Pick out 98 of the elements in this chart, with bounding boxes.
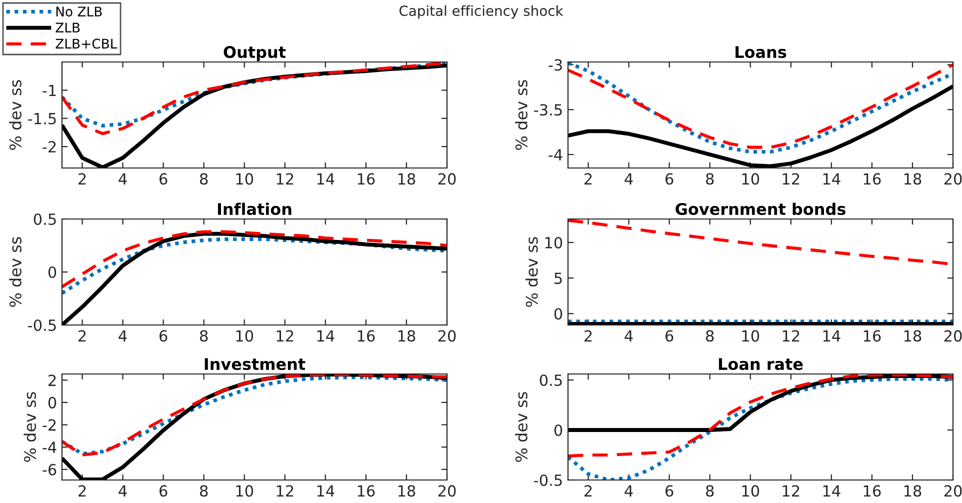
x-tick-label: 16 <box>358 485 375 497</box>
x-tick-label: 18 <box>904 173 922 185</box>
x-tick-label: 14 <box>823 330 840 342</box>
y-axis-title: % dev ss <box>9 237 22 307</box>
x-tick-label: 8 <box>200 173 208 185</box>
y-axis-title: % dev ss <box>24 392 36 462</box>
chart-title: Government bonds <box>676 202 846 216</box>
x-tick-label: 16 <box>358 330 375 342</box>
y-tick-label: 0 <box>48 396 56 408</box>
x-tick-label: 18 <box>398 330 416 342</box>
y-tick-label: -4 <box>548 149 562 160</box>
x-tick-label: 6 <box>160 173 168 185</box>
y-tick-label: -2 <box>42 141 56 152</box>
x-tick-label: 12 <box>276 485 294 496</box>
chart-title: Output <box>224 46 286 62</box>
line-series <box>62 230 447 288</box>
x-tick-label: 2 <box>78 173 86 184</box>
x-tick-label: 10 <box>742 173 760 185</box>
x-tick-label: 4 <box>118 485 127 496</box>
y-tick-label: 5 <box>554 272 562 284</box>
y-tick-label: -0.5 <box>28 319 56 332</box>
x-tick-label: 18 <box>904 485 922 497</box>
y-axis-title: % dev ss <box>9 80 22 150</box>
x-tick-label: 18 <box>904 330 922 342</box>
x-tick-label: 6 <box>666 485 674 497</box>
y-tick-label: -1 <box>42 84 56 96</box>
x-tick-label: 2 <box>584 330 592 342</box>
y-tick-label: -3.5 <box>534 104 562 116</box>
y-axis-title: % dev ss <box>515 392 528 462</box>
legend-label: ZLB <box>56 22 80 32</box>
x-tick-label: 8 <box>200 330 208 342</box>
chart-title: Loan rate <box>718 358 803 370</box>
x-tick-label: 8 <box>706 485 714 497</box>
x-tick-label: 12 <box>276 330 294 342</box>
x-tick-label: 14 <box>823 173 840 184</box>
y-tick-label: -0.5 <box>534 474 562 486</box>
y-tick-label: 0 <box>48 266 56 278</box>
y-tick-label: -3 <box>548 59 562 71</box>
x-tick-label: 14 <box>317 330 334 342</box>
x-tick-label: 16 <box>864 173 881 185</box>
x-tick-label: 10 <box>742 485 760 497</box>
y-tick-label: -6 <box>42 464 56 476</box>
y-tick-label: 0.5 <box>540 374 562 386</box>
x-tick-label: 4 <box>624 485 633 496</box>
y-tick-label: -2 <box>42 419 56 431</box>
legend-label: ZLB+CBL <box>56 38 118 49</box>
x-tick-label: 20 <box>438 330 456 342</box>
x-tick-label: 12 <box>782 485 800 496</box>
chart-title: Inflation <box>218 202 292 216</box>
x-tick-label: 2 <box>78 485 86 496</box>
x-tick-label: 20 <box>944 330 962 342</box>
x-tick-label: 4 <box>118 330 127 342</box>
x-tick-label: 20 <box>438 173 456 185</box>
chart-title: Investment <box>204 358 306 370</box>
x-tick-label: 20 <box>944 485 962 497</box>
x-tick-label: 12 <box>782 173 800 184</box>
x-tick-label: 6 <box>160 330 168 342</box>
y-axis-title: % dev ss <box>525 237 538 307</box>
y-tick-label: 0.5 <box>34 213 56 226</box>
x-tick-label: 14 <box>823 485 840 496</box>
y-tick-label: 0 <box>554 308 562 320</box>
x-tick-label: 16 <box>864 330 881 342</box>
chart-title: Loans <box>736 46 786 58</box>
x-tick-label: 4 <box>118 173 127 184</box>
y-tick-label: -1.5 <box>28 113 56 124</box>
x-tick-label: 8 <box>706 173 714 185</box>
x-tick-label: 10 <box>742 330 760 342</box>
y-tick-label: -4 <box>42 442 56 453</box>
y-axis-title: % dev ss <box>515 80 528 150</box>
x-tick-label: 4 <box>624 330 633 342</box>
y-tick-label: 2 <box>48 374 56 386</box>
x-tick-label: 10 <box>236 173 254 185</box>
x-tick-label: 18 <box>398 173 416 185</box>
x-tick-label: 6 <box>666 330 674 342</box>
x-tick-label: 10 <box>236 330 254 342</box>
x-tick-label: 8 <box>706 330 714 342</box>
text: Capital efficiency shock <box>399 5 564 19</box>
x-tick-label: 12 <box>782 330 800 342</box>
x-tick-label: 16 <box>358 173 375 185</box>
x-tick-label: 2 <box>584 173 592 184</box>
x-tick-label: 10 <box>236 485 254 497</box>
x-tick-label: 12 <box>276 173 294 184</box>
x-tick-label: 8 <box>200 485 208 497</box>
line-series <box>62 237 447 296</box>
x-tick-label: 4 <box>624 173 633 184</box>
x-tick-label: 20 <box>944 173 962 185</box>
legend-label: No ZLB <box>56 6 102 17</box>
x-tick-label: 14 <box>317 173 334 184</box>
x-tick-label: 14 <box>317 485 334 496</box>
x-tick-label: 6 <box>666 173 674 185</box>
x-tick-label: 6 <box>160 485 168 497</box>
y-tick-label: 10 <box>545 236 562 248</box>
x-tick-label: 18 <box>398 485 416 497</box>
x-tick-label: 16 <box>864 485 881 497</box>
x-tick-label: 20 <box>438 485 456 497</box>
x-tick-label: 2 <box>78 330 86 342</box>
x-tick-label: 2 <box>584 485 592 496</box>
y-tick-label: 0 <box>554 424 562 436</box>
